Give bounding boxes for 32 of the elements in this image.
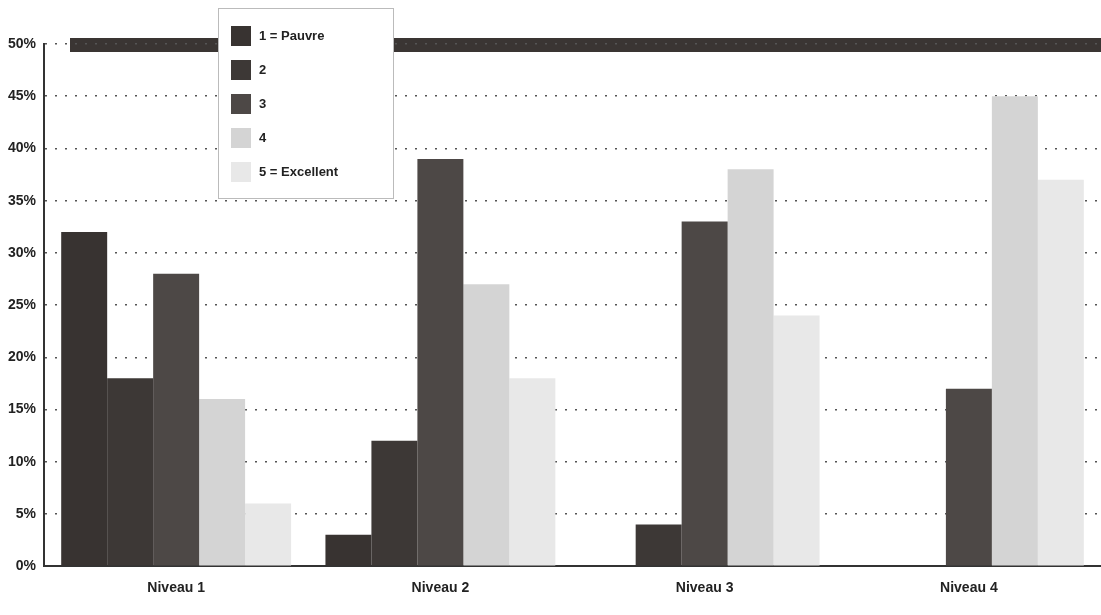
bar	[1037, 179, 1084, 566]
bar	[509, 378, 556, 566]
x-tick-label: Niveau 1	[147, 579, 206, 596]
bar	[773, 315, 820, 566]
bar	[727, 169, 774, 566]
bar	[153, 273, 200, 566]
bar	[199, 399, 246, 566]
y-tick-label: 35%	[7, 191, 37, 208]
y-tick-label: 30%	[7, 243, 37, 260]
legend-label: 1 = Pauvre	[259, 28, 325, 43]
y-tick-label: 0%	[15, 557, 37, 574]
legend-label: 3	[259, 96, 267, 111]
y-tick-label: 45%	[7, 87, 37, 104]
bar	[681, 221, 728, 566]
legend-label: 5 = Excellent	[259, 164, 339, 179]
bar	[991, 96, 1038, 566]
legend-label: 4	[259, 130, 267, 145]
x-tick-label: Niveau 2	[411, 579, 470, 596]
x-tick-label: Niveau 3	[675, 579, 734, 596]
bar	[945, 388, 992, 566]
y-tick-label: 40%	[7, 139, 37, 156]
y-tick-label: 5%	[15, 504, 37, 521]
bar	[417, 158, 464, 566]
legend-label: 2	[259, 62, 267, 77]
bar	[245, 503, 292, 566]
x-tick-label: Niveau 4	[940, 579, 998, 596]
y-tick-label: 10%	[7, 452, 37, 469]
bar	[463, 284, 510, 566]
y-tick-label: 50%	[7, 34, 37, 51]
y-tick-label: 20%	[7, 348, 37, 365]
y-tick-label: 25%	[7, 295, 37, 312]
y-tick-label: 15%	[7, 400, 37, 417]
